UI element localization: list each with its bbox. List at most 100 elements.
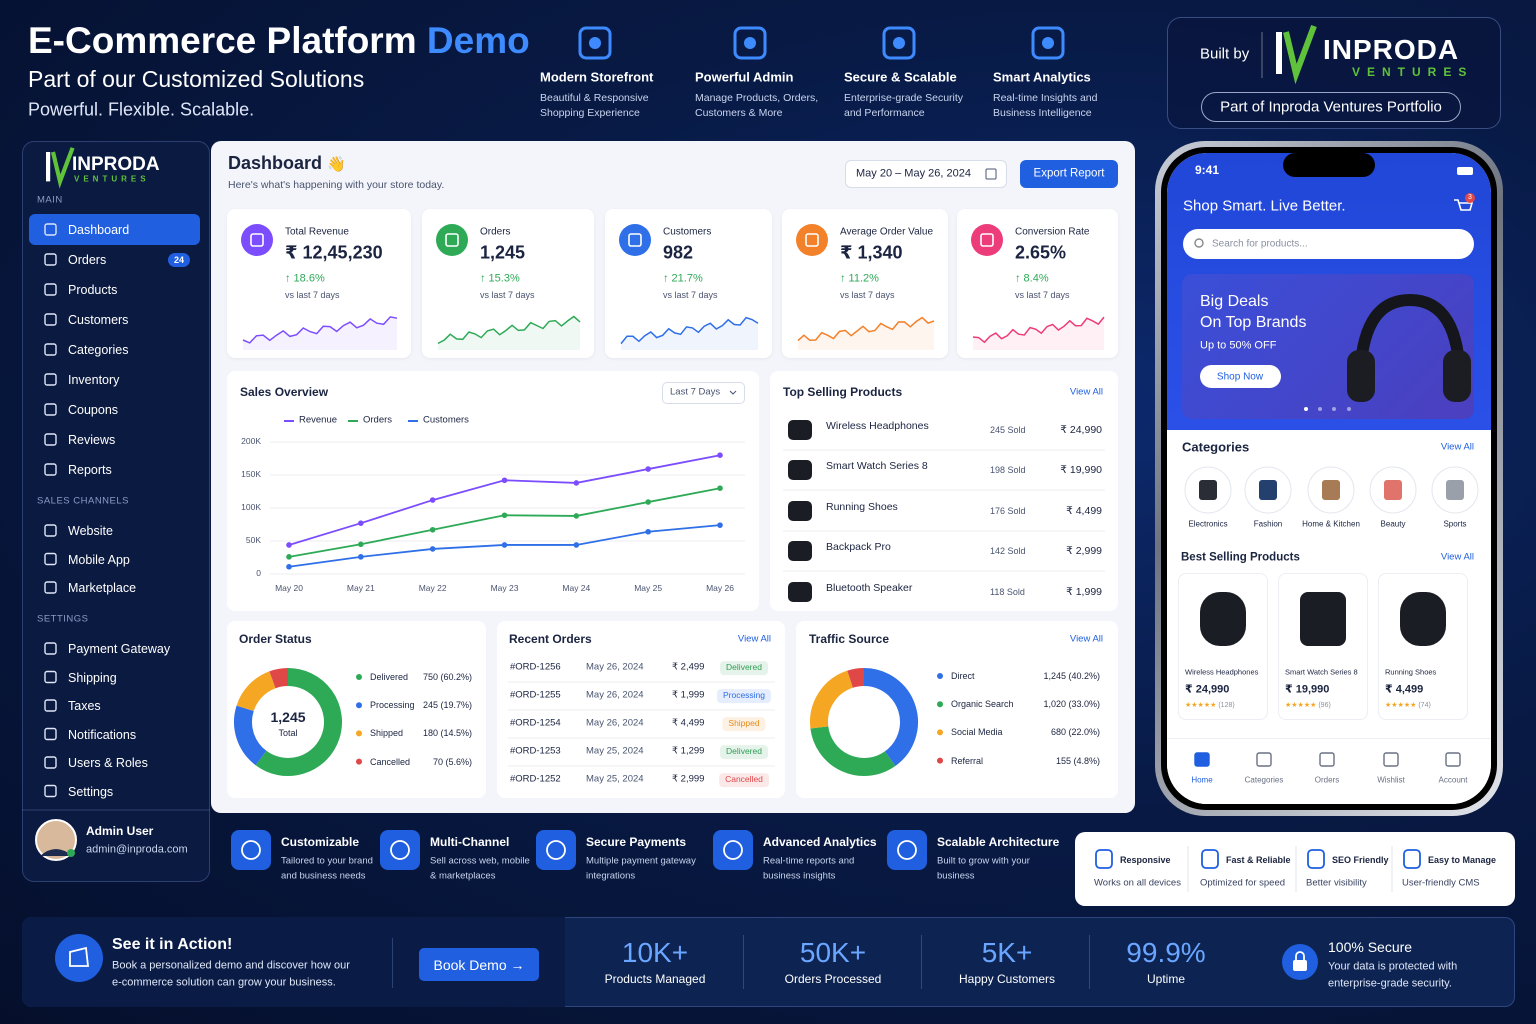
nav-item[interactable]: Reports bbox=[68, 462, 112, 477]
category-label[interactable]: Sports bbox=[1443, 519, 1467, 529]
feature-icon-glyph bbox=[897, 840, 917, 860]
view-all[interactable]: View All bbox=[1440, 551, 1474, 563]
nav-item[interactable]: Notifications bbox=[68, 727, 137, 742]
legend-label: Shipped bbox=[370, 728, 404, 739]
product-thumb bbox=[788, 501, 812, 521]
view-all[interactable]: View All bbox=[1069, 633, 1103, 645]
active-nav-item[interactable] bbox=[29, 214, 200, 245]
built-by-label: Built by bbox=[1200, 45, 1250, 63]
nav-item[interactable]: Dashboard bbox=[68, 222, 130, 237]
category-label[interactable]: Home & Kitchen bbox=[1302, 519, 1360, 529]
shop-now[interactable]: Shop Now bbox=[1216, 371, 1264, 383]
units-sold: 245 Sold bbox=[990, 424, 1026, 435]
nav-item[interactable]: Reviews bbox=[68, 432, 116, 447]
chevron bbox=[729, 390, 737, 395]
bottom-nav-item[interactable]: Home bbox=[1191, 775, 1213, 785]
data-point bbox=[645, 528, 651, 535]
search-bar[interactable] bbox=[1183, 229, 1474, 259]
view-all[interactable]: View All bbox=[1069, 386, 1103, 398]
kpi-change: ↑ 11.2% bbox=[840, 272, 879, 285]
book-demo[interactable]: Book Demo → bbox=[433, 956, 525, 973]
legend-label: Revenue bbox=[299, 414, 338, 426]
product-image bbox=[1400, 592, 1446, 646]
portfolio-pill[interactable] bbox=[1201, 92, 1461, 122]
view-all[interactable]: View All bbox=[737, 633, 771, 645]
order-id: #ORD-1253 bbox=[510, 745, 561, 757]
category-label[interactable]: Beauty bbox=[1380, 519, 1406, 529]
data-point bbox=[717, 522, 723, 528]
feature-title: Secure & Scalable bbox=[844, 69, 957, 85]
feature-title: Smart Analytics bbox=[993, 69, 1091, 85]
banner-title: Big Deals bbox=[1200, 292, 1269, 310]
feature-icon bbox=[1031, 26, 1065, 60]
nav-item[interactable]: Coupons bbox=[68, 402, 119, 417]
category-label[interactable]: Fashion bbox=[1253, 519, 1283, 529]
data-point bbox=[358, 554, 364, 560]
secure-desc: enterprise-grade security. bbox=[1328, 977, 1452, 990]
nav-item[interactable]: Products bbox=[68, 282, 118, 297]
nav-item[interactable]: Taxes bbox=[68, 698, 101, 713]
nav-item[interactable]: Orders bbox=[68, 252, 107, 267]
bottom-nav-item[interactable]: Wishlist bbox=[1377, 775, 1405, 785]
card-title: Order Status bbox=[239, 632, 312, 647]
order-date: May 25, 2024 bbox=[586, 745, 644, 757]
nav-item[interactable]: Shipping bbox=[68, 670, 117, 685]
bottom-nav-item[interactable]: Orders bbox=[1314, 775, 1340, 785]
product-name: Backpack Pro bbox=[826, 540, 891, 553]
date-range[interactable]: May 20 – May 26, 2024 bbox=[856, 167, 971, 180]
period-select[interactable] bbox=[662, 382, 745, 404]
badge bbox=[168, 253, 190, 267]
order-id: #ORD-1252 bbox=[510, 773, 561, 785]
product-price: ₹ 19,990 bbox=[1060, 463, 1102, 476]
cart-count: 3 bbox=[1468, 193, 1472, 201]
nav-icon bbox=[44, 283, 57, 296]
nav-item[interactable]: Customers bbox=[68, 312, 129, 327]
stars: ★★★★★ bbox=[1385, 701, 1417, 709]
bottom-nav-item[interactable]: Categories bbox=[1244, 775, 1284, 785]
x-tick-label: May 21 bbox=[346, 583, 375, 594]
export-button[interactable] bbox=[1020, 160, 1118, 188]
nav-item[interactable]: Marketplace bbox=[68, 580, 137, 595]
feature-icon bbox=[231, 830, 271, 870]
sparkline bbox=[797, 316, 935, 342]
data-point bbox=[501, 512, 508, 519]
badge-desc: Works on all devices bbox=[1094, 877, 1181, 889]
sparkline-area bbox=[621, 317, 758, 350]
status-badge: Delivered bbox=[720, 745, 768, 759]
period-label[interactable]: Last 7 Days bbox=[670, 386, 721, 398]
nav-item[interactable]: Payment Gateway bbox=[68, 641, 171, 656]
feature-icon bbox=[536, 830, 576, 870]
book-demo-button[interactable] bbox=[419, 948, 539, 981]
category-label[interactable]: Electronics bbox=[1188, 519, 1228, 529]
nav-item[interactable]: Categories bbox=[68, 342, 129, 357]
legend-dot bbox=[356, 730, 362, 737]
cart-icon bbox=[1454, 199, 1474, 211]
nav-item[interactable]: Inventory bbox=[68, 372, 120, 387]
date-picker[interactable] bbox=[845, 160, 1007, 188]
review-count: (74) bbox=[1418, 701, 1431, 709]
nav-item[interactable]: Mobile App bbox=[68, 552, 130, 567]
legend-label: Delivered bbox=[370, 671, 409, 682]
nav-item[interactable]: Users & Roles bbox=[68, 755, 148, 770]
cart-badge bbox=[1465, 193, 1475, 203]
rating: ★★★★★ (128) bbox=[1185, 702, 1235, 710]
y-tick-label: 50K bbox=[245, 535, 261, 546]
nav-item[interactable]: Website bbox=[68, 523, 113, 538]
view-all[interactable]: View All bbox=[1440, 441, 1474, 453]
order-date: May 26, 2024 bbox=[586, 717, 644, 729]
donut-segment bbox=[810, 670, 854, 729]
x-tick-label: May 24 bbox=[562, 583, 591, 594]
portfolio-link[interactable]: Part of Inproda Ventures Portfolio bbox=[1220, 98, 1442, 116]
search-placeholder[interactable]: Search for products... bbox=[1212, 238, 1308, 250]
nav-item[interactable]: Settings bbox=[68, 784, 114, 799]
donut-segment bbox=[255, 668, 342, 776]
shop-now-button[interactable] bbox=[1200, 365, 1281, 388]
export-report[interactable]: Export Report bbox=[1033, 167, 1105, 180]
stat-label: Uptime bbox=[1146, 972, 1186, 987]
bottom-nav-item[interactable]: Account bbox=[1438, 775, 1468, 785]
rating: ★★★★★ (96) bbox=[1285, 702, 1331, 710]
product-card[interactable] bbox=[1278, 573, 1368, 720]
order-id: #ORD-1254 bbox=[510, 717, 561, 729]
product-price: ₹ 1,999 bbox=[1066, 585, 1102, 598]
